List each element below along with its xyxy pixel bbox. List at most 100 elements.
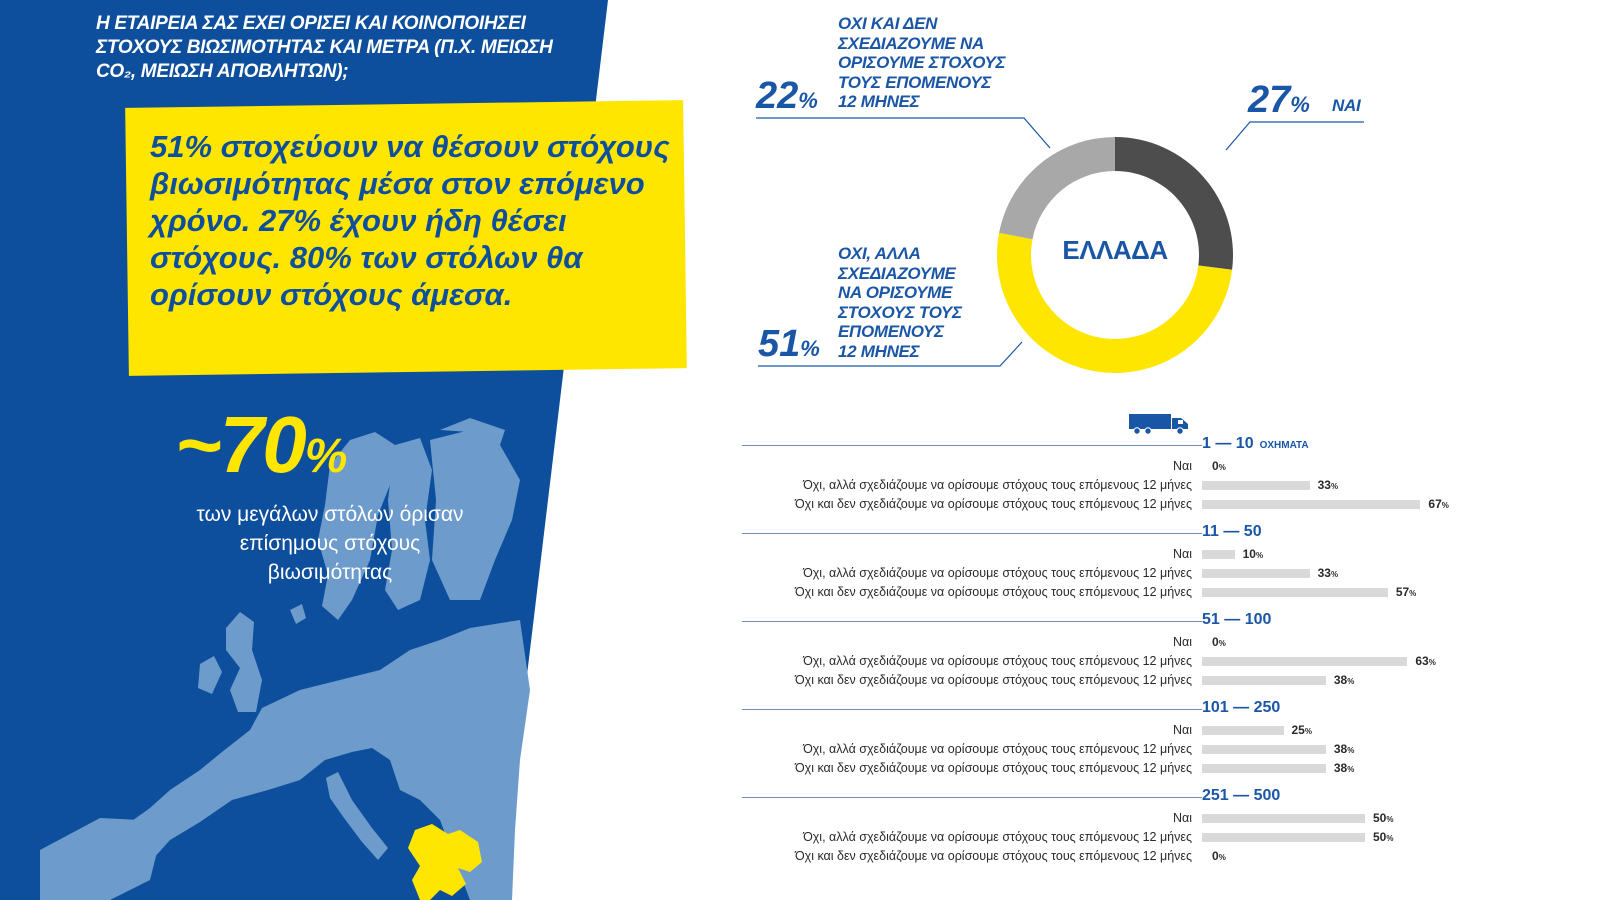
bar-value-number: 33 (1317, 566, 1331, 580)
callout-not-planning-pct: % (798, 88, 818, 113)
group-divider (742, 797, 1202, 798)
highlight-text: 51% στοχεύουν να θέσουν στόχους βιωσιμότ… (150, 129, 670, 312)
bar-value-number: 67 (1428, 497, 1442, 511)
group-title: 11 — 50 (1202, 523, 1262, 541)
bar-label: Όχι και δεν σχεδιάζουμε να ορίσουμε στόχ… (794, 849, 1192, 863)
bar-value-pct: % (1409, 589, 1417, 598)
bar-label: Όχι, αλλά σχεδιάζουμε να ορίσουμε στόχου… (803, 566, 1192, 580)
bar-value-pct: % (1441, 501, 1449, 510)
callout-yes-label: ΝΑΙ (1332, 96, 1361, 115)
group-title-text: 251 — 500 (1202, 787, 1281, 804)
bar-value: 0% (1212, 634, 1226, 652)
greece-highlight (408, 824, 482, 900)
bar-value: 33% (1318, 477, 1338, 495)
bar (1202, 745, 1326, 754)
bar-label: Ναι (1172, 723, 1192, 737)
group-divider (742, 621, 1202, 622)
callout-yes-pct: % (1290, 92, 1310, 117)
bar-value-number: 0 (1212, 459, 1219, 473)
bar-value-number: 0 (1212, 635, 1219, 649)
bar-value: 50% (1373, 810, 1393, 828)
bar (1202, 481, 1310, 490)
group-title-text: 101 — 250 (1202, 699, 1281, 716)
donut-slice-2 (999, 137, 1115, 240)
bar-value: 57% (1396, 584, 1416, 602)
bar-value-number: 50 (1373, 830, 1387, 844)
large-fleets-caption: των μεγάλων στόλων όρισαν επίσημους στόχ… (196, 503, 464, 584)
callout-not-planning-value: 22 (756, 75, 799, 117)
group-title: 51 — 100 (1202, 611, 1271, 629)
europe-map-icon (40, 418, 530, 900)
callout-not-planning-label: ΟΧΙ ΚΑΙ ΔΕΝ ΣΧΕΔΙΑΖΟΥΜΕ ΝΑ ΟΡΙΣΟΥΜΕ ΣΤΟΧ… (838, 14, 1006, 111)
donut-center-label: ΕΛΛΑΔΑ (1062, 235, 1168, 265)
callout-planning: 51% (758, 324, 820, 369)
bar-label: Ναι (1172, 547, 1192, 561)
bar (1202, 657, 1408, 666)
bar-value-pct: % (1347, 746, 1355, 755)
bar (1202, 569, 1310, 578)
bar-label: Όχι, αλλά σχεδιάζουμε να ορίσουμε στόχου… (803, 654, 1192, 668)
bar-value: 10% (1243, 546, 1263, 564)
bar (1202, 500, 1421, 509)
bar-label: Όχι και δεν σχεδιάζουμε να ορίσουμε στόχ… (794, 761, 1192, 775)
bar-value-number: 63 (1415, 654, 1429, 668)
bar-value-pct: % (1218, 853, 1226, 862)
bar (1202, 814, 1365, 823)
callout-planning-label: ΟΧΙ, ΑΛΛΑ ΣΧΕΔΙΑΖΟΥΜΕ ΝΑ ΟΡΙΣΟΥΜΕ ΣΤΟΧΟΥ… (838, 244, 962, 361)
group-divider (742, 533, 1202, 534)
callout-yes-value: 27 (1248, 79, 1291, 121)
bar (1202, 588, 1388, 597)
bar-label: Όχι, αλλά σχεδιάζουμε να ορίσουμε στόχου… (803, 742, 1192, 756)
survey-question: Η ΕΤΑΙΡΕΙΑ ΣΑΣ ΕΧΕΙ ΟΡΙΣΕΙ ΚΑΙ ΚΟΙΝΟΠΟΙΗ… (96, 13, 553, 82)
truck-icon (1129, 414, 1188, 435)
bar-value: 67% (1428, 496, 1448, 514)
bar-label: Όχι και δεν σχεδιάζουμε να ορίσουμε στόχ… (794, 673, 1192, 687)
bar-value-number: 38 (1333, 673, 1348, 687)
group-title-text: 1 — 10 (1202, 435, 1254, 452)
bar-value-pct: % (1330, 482, 1339, 491)
bar-value: 38% (1334, 672, 1354, 690)
callout-planning-value: 51 (758, 323, 801, 365)
group-divider (742, 445, 1202, 446)
donut-chart (996, 137, 1233, 374)
bar-value-pct: % (1386, 834, 1394, 843)
bar-value-number: 38 (1333, 761, 1348, 775)
bar-value-number: 57 (1395, 585, 1410, 599)
bar-value-pct: % (1304, 727, 1312, 736)
bar (1202, 676, 1326, 685)
group-divider (742, 709, 1202, 710)
bar-value-pct: % (1347, 677, 1355, 686)
bar (1202, 726, 1284, 735)
bar-value: 25% (1292, 722, 1312, 740)
group-title: 101 — 250 (1202, 699, 1280, 717)
bar-value-pct: % (1347, 765, 1355, 774)
bar-value-number: 10 (1242, 547, 1256, 561)
bar-value: 0% (1212, 458, 1226, 476)
group-title-text: 51 — 100 (1202, 611, 1272, 628)
bar-label: Όχι, αλλά σχεδιάζουμε να ορίσουμε στόχου… (803, 478, 1192, 492)
bar-value-number: 50 (1373, 811, 1387, 825)
bar-value-number: 0 (1212, 849, 1219, 863)
bar-value-number: 25 (1291, 723, 1305, 737)
donut-slice-1 (996, 232, 1233, 374)
bar-value-number: 33 (1317, 478, 1331, 492)
group-title-text: 11 — 50 (1202, 523, 1262, 540)
bar-value: 38% (1334, 741, 1354, 759)
group-title: 1 — 10 ΟΧΗΜΑΤΑ (1202, 435, 1309, 455)
callout-planning-pct: % (800, 336, 820, 361)
bar-value: 50% (1373, 829, 1393, 847)
bar (1202, 764, 1326, 773)
bar-value: 63% (1415, 653, 1435, 671)
bar-label: Όχι και δεν σχεδιάζουμε να ορίσουμε στόχ… (794, 585, 1192, 599)
bar-value-number: 38 (1333, 742, 1348, 756)
large-fleets-stat-value: ~70 (175, 400, 307, 489)
bar-label: Όχι, αλλά σχεδιάζουμε να ορίσουμε στόχου… (803, 830, 1192, 844)
bar (1202, 833, 1365, 842)
callout-not-planning: 22% (756, 76, 818, 121)
large-fleets-stat: ~70% (175, 400, 347, 502)
bar-value: 33% (1318, 565, 1338, 583)
donut-slice-0 (1115, 137, 1233, 270)
bar-value-pct: % (1386, 815, 1394, 824)
group-title: 251 — 500 (1202, 787, 1280, 805)
